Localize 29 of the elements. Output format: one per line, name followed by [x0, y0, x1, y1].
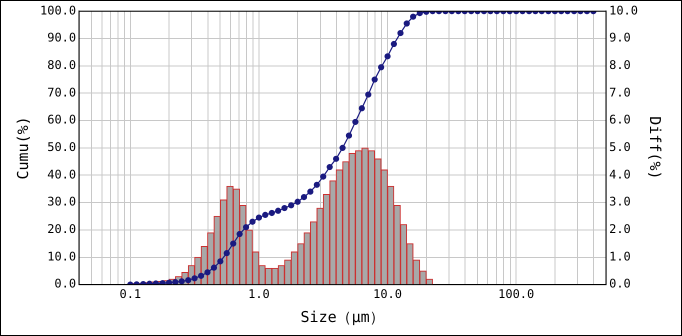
y2-tick-label: 5.0 — [609, 140, 631, 154]
y2-tick-label: 4.0 — [609, 167, 631, 182]
y-tick-label: 40.0 — [47, 167, 76, 182]
y-tick-label: 60.0 — [47, 112, 76, 127]
y2-tick-label: 0.0 — [609, 276, 631, 291]
y-tick-label: 70.0 — [47, 85, 76, 100]
y-tick-label: 30.0 — [47, 194, 76, 209]
y2-tick-label: 1.0 — [609, 249, 631, 264]
x-tick-label: 10.0 — [373, 286, 402, 301]
y-axis-title: Cumu(%) — [14, 116, 32, 180]
y-tick-label: 50.0 — [47, 140, 76, 154]
y2-tick-label: 7.0 — [609, 85, 631, 100]
y-tick-label: 10.0 — [47, 249, 76, 264]
y2-tick-label: 6.0 — [609, 112, 631, 127]
x-tick-label: 0.1 — [119, 286, 142, 301]
y2-tick-label: 9.0 — [609, 30, 631, 45]
y-tick-label: 0.0 — [54, 276, 76, 291]
y2-tick-label: 10.0 — [609, 3, 638, 18]
y2-tick-label: 8.0 — [609, 58, 631, 72]
y-tick-label: 100.0 — [40, 3, 76, 18]
y-tick-label: 80.0 — [47, 58, 76, 72]
x-tick-label: 100.0 — [498, 286, 534, 301]
y-tick-label: 20.0 — [47, 222, 76, 236]
y2-tick-label: 3.0 — [609, 194, 631, 209]
y2-axis-title: Diff(%) — [646, 116, 664, 180]
y-tick-label: 90.0 — [47, 30, 76, 45]
x-tick-label: 1.0 — [248, 286, 270, 301]
x-axis-title: Size（μm） — [300, 308, 385, 326]
y2-tick-label: 2.0 — [609, 222, 631, 236]
